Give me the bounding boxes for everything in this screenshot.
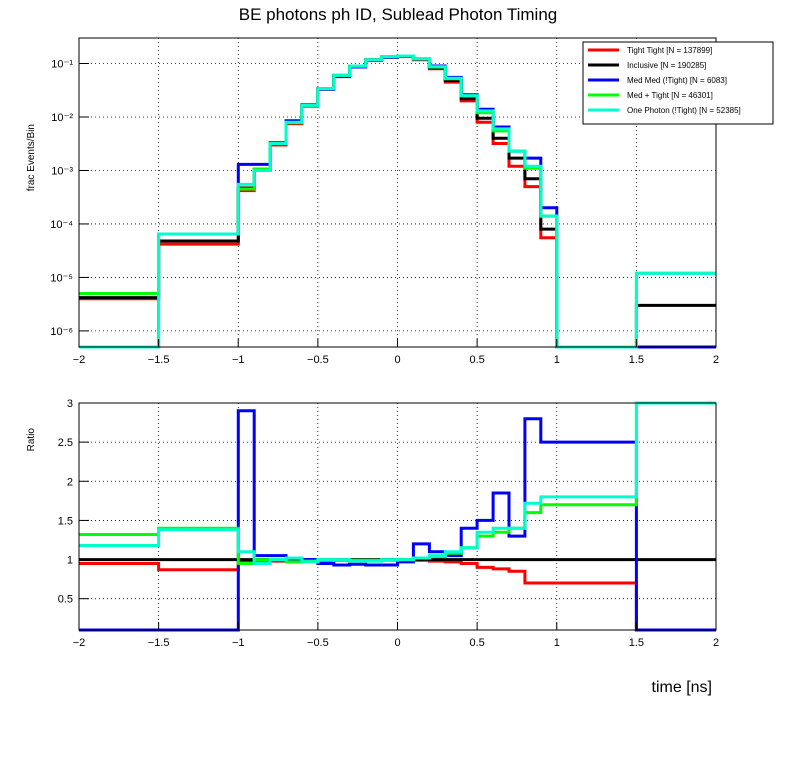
y-tick-label: 2.5 — [58, 437, 73, 449]
y-tick-label: 10⁻⁴ — [50, 219, 73, 231]
chart-title: BE photons ph ID, Sublead Photon Timing — [239, 5, 557, 24]
y-axis-label: Ratio — [26, 428, 37, 452]
y-tick-label: 10⁻⁶ — [50, 326, 73, 338]
y-tick-label: 0.5 — [58, 594, 73, 606]
y-tick-label: 10⁻³ — [51, 165, 73, 177]
x-tick-label: −2 — [73, 354, 86, 366]
x-tick-label: 1 — [554, 637, 560, 649]
series-line — [79, 54, 716, 349]
x-axis-label: time [ns] — [652, 679, 712, 696]
y-tick-label: 1.5 — [58, 515, 73, 527]
series-line — [79, 409, 716, 632]
x-tick-label: 0.5 — [469, 354, 484, 366]
x-tick-label: 0.5 — [469, 637, 484, 649]
legend: Tight Tight [N = 137899] Inclusive [N = 1… — [582, 41, 774, 125]
y-axis-label: frac Events/Bin — [26, 124, 37, 191]
bottom-panel: −2 −1.5 −1 −0.5 0 0.5 1 1.5 2 0.5 1 1.5 2 2.5 3 Ratio — [26, 398, 719, 649]
legend-label: Inclusive [N = 190285] — [627, 61, 706, 70]
y-tick-label: 3 — [67, 398, 73, 410]
x-tick-label: 2 — [713, 637, 719, 649]
x-tick-label: −0.5 — [307, 637, 329, 649]
x-tick-label: −1 — [232, 637, 245, 649]
x-tick-label: −1.5 — [148, 354, 170, 366]
top-panel: −2 −1.5 −1 −0.5 0 0.5 1 1.5 2 10⁻⁶ 10⁻⁵ 10⁻⁴ 10⁻³ 10⁻… — [26, 37, 719, 366]
x-tick-label: −0.5 — [307, 354, 329, 366]
y-tick-label: 1 — [67, 555, 73, 567]
series-line — [79, 401, 716, 565]
x-tick-label: 0 — [394, 637, 400, 649]
legend-label: Med Med (!Tight) [N = 6083] — [627, 76, 727, 85]
legend-label: Tight Tight [N = 137899] — [627, 46, 712, 55]
x-tick-label: −1.5 — [148, 637, 170, 649]
y-tick-label: 10⁻¹ — [51, 59, 73, 71]
y-tick-label: 10⁻² — [51, 112, 73, 124]
x-tick-label: 0 — [394, 354, 400, 366]
y-tick-label: 10⁻⁵ — [50, 272, 73, 284]
legend-label: One Photon (!Tight) [N = 52385] — [627, 106, 741, 115]
x-tick-label: 1.5 — [629, 354, 644, 366]
x-tick-label: 1 — [554, 354, 560, 366]
y-tick-label: 2 — [67, 476, 73, 488]
x-tick-label: 1.5 — [629, 637, 644, 649]
x-tick-label: −2 — [73, 637, 86, 649]
x-tick-label: −1 — [232, 354, 245, 366]
legend-label: Med + Tight [N = 46301] — [627, 91, 713, 100]
x-tick-label: 2 — [713, 354, 719, 366]
